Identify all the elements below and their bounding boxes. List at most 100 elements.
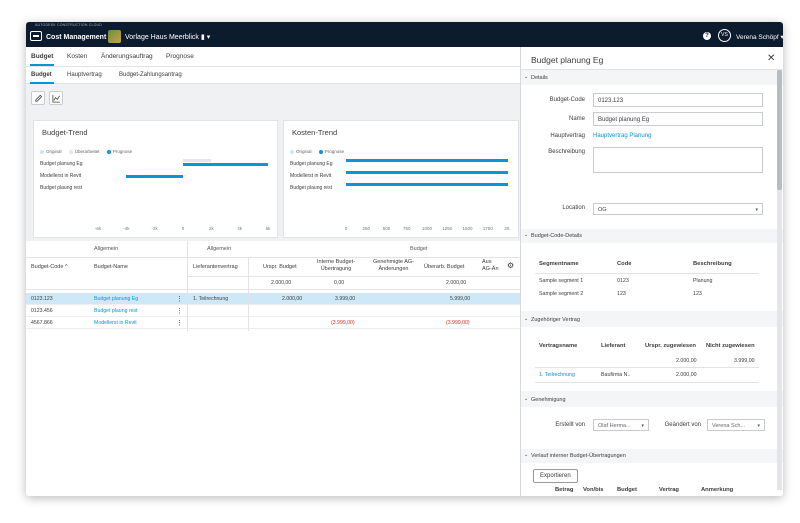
tab-kosten[interactable]: Kosten [67, 53, 88, 60]
app-name-dropdown[interactable]: Cost Management ▾ [46, 34, 112, 41]
x-tick-label: 20.. [504, 226, 512, 231]
column-header-aus-ag[interactable]: Aus AG-Än [482, 259, 499, 272]
subtab-budget[interactable]: Budget [31, 72, 52, 78]
name-input[interactable]: Budget planung Eg [593, 112, 763, 126]
brand-label: AUTODESK CONSTRUCTION CLOUD [35, 23, 102, 27]
chart-bar[interactable] [346, 183, 508, 186]
hauptvertrag-link[interactable]: Hauptvertrag Planung [593, 133, 652, 139]
legend-item: Prognose [106, 149, 132, 154]
geaendert-von-select[interactable]: Verena Sch... ▾ [707, 419, 765, 431]
close-icon[interactable]: ✕ [767, 53, 776, 64]
top-bar: AUTODESK CONSTRUCTION CLOUD Cost Managem… [26, 22, 783, 47]
bcd-cell: 123 [693, 291, 702, 297]
project-selector[interactable]: Vorlage Haus Meerblick ▮ ▾ [125, 33, 210, 41]
column-header-interne-uebertragung[interactable]: Interne Budget-Übertragung [317, 259, 355, 272]
category-label: Modellerst in Revit [40, 173, 82, 179]
scroll-thumb[interactable] [777, 70, 782, 190]
x-tick-label: 1750 [482, 226, 493, 231]
column-header-budget-name[interactable]: Budget-Name [94, 264, 128, 270]
section-genehmigung-toggle[interactable]: ⌄ Genehmigung [521, 393, 783, 407]
section-vertrag-toggle[interactable]: ⌄ Zugehöriger Vertrag [521, 313, 783, 327]
column-header-genehmigte-aenderungen[interactable]: Genehmigte AG-Änderungen [373, 259, 414, 272]
bcd-cell: Sample segment 1 [539, 278, 584, 284]
verlauf-header: Vertrag [659, 487, 679, 493]
table-row[interactable]: 0123.123 Budget planung Eg ⋮ 1. Teilrech… [26, 293, 520, 305]
chevron-down-icon: ⌄ [524, 396, 529, 402]
active-subtab-indicator [30, 82, 54, 84]
tab-budget[interactable]: Budget [31, 53, 54, 60]
row-menu-icon[interactable]: ⋮ [176, 296, 183, 303]
group-header: Allgemein [207, 246, 232, 252]
row-name-link[interactable]: Budget plaung rest [94, 308, 138, 314]
verlauf-section: Exportieren Betrag Von/bis Budget Vertra… [521, 463, 783, 496]
chevron-down-icon: ▾ [641, 423, 644, 429]
erstellt-value: Olaf Herma... [598, 423, 631, 429]
location-value: OG [598, 207, 607, 213]
divider [187, 276, 520, 277]
bcd-cell: 0123 [617, 278, 629, 284]
avatar[interactable]: VS [718, 29, 731, 42]
category-label: Budget planung Eg [40, 161, 83, 167]
app-switcher-icon[interactable] [30, 31, 42, 41]
group-header: Budget [410, 246, 428, 252]
row-name-link[interactable]: Budget planung Eg [94, 296, 139, 302]
bcd-cell: 123 [617, 291, 626, 297]
bcd-header: Beschreibung [693, 261, 732, 267]
row-code: 0123.123 [31, 296, 53, 302]
location-select[interactable]: OG ▾ [593, 203, 763, 215]
row-intern: 3.999,00 [335, 296, 356, 302]
row-menu-icon[interactable]: ⋮ [176, 320, 183, 327]
chevron-down-icon: ⌄ [524, 74, 529, 80]
panel-scrollbar[interactable] [777, 70, 782, 490]
help-icon[interactable]: ? [703, 32, 711, 40]
column-header-ueberarb-budget[interactable]: Überarb. Budget [424, 264, 465, 270]
section-bcd-toggle[interactable]: ⌄ Budget-Code-Details [521, 229, 783, 243]
x-tick-label: -6k [94, 226, 102, 231]
details-section: Budget-Code 0123.123 Name Budget planung… [521, 85, 783, 229]
gear-icon[interactable]: ⚙ [507, 261, 515, 270]
section-heading: Zugehöriger Vertrag [531, 317, 580, 323]
budget-code-input[interactable]: 0123.123 [593, 93, 763, 107]
row-ueberarb: 5.999,00 [450, 296, 471, 302]
vertrag-total: 2.000,00 [676, 358, 697, 364]
x-tick-label: 750 [402, 226, 411, 231]
table-row[interactable]: 0123.456 Budget plaung rest ⋮ [26, 305, 520, 317]
main-area: Budget Kosten Änderungsauftrag Prognose … [26, 47, 520, 496]
chart-bar[interactable] [183, 159, 212, 162]
divider [535, 367, 759, 368]
beschreibung-textarea[interactable] [593, 147, 763, 173]
category-label: Budget plaung rest [40, 185, 82, 191]
chart-bar[interactable] [126, 175, 183, 178]
row-name-link[interactable]: Modellerst in Revit [94, 320, 137, 326]
field-label: Budget-Code [549, 97, 585, 103]
chevron-down-icon: ▾ [755, 207, 758, 213]
chart-bar[interactable] [346, 159, 508, 162]
subtab-budget-zahlungsantrag[interactable]: Budget-Zahlungsantrag [119, 72, 182, 78]
chevron-down-icon: ▾ [757, 423, 760, 429]
chart-toggle-button[interactable] [49, 91, 63, 105]
section-details-toggle[interactable]: ⌄ Details [521, 71, 783, 85]
chevron-down-icon: ⌄ [524, 452, 529, 458]
export-button[interactable]: Exportieren [533, 469, 578, 483]
tab-prognose[interactable]: Prognose [166, 53, 194, 60]
chart-title: Budget-Trend [42, 128, 88, 137]
edit-button[interactable] [31, 91, 45, 105]
row-code: 0123.456 [31, 308, 53, 314]
tab-aenderungsauftrag[interactable]: Änderungsauftrag [101, 53, 153, 60]
genehmigung-section: Erstellt von Olaf Herma... ▾ Geändert von… [521, 407, 783, 449]
verlauf-header: Anmerkung [701, 487, 734, 493]
column-header-urspr-budget[interactable]: Urspr. Budget [263, 264, 297, 270]
table-row[interactable]: 4567.866 Modellerst in Revit ⋮ (3.999,00… [26, 317, 520, 329]
x-tick-label: 0 [344, 226, 348, 231]
vertrag-link[interactable]: 1. Teilrechnung [539, 372, 575, 378]
column-header-budget-code[interactable]: Budget-Code ^ [31, 264, 68, 270]
x-tick-label: 500 [382, 226, 391, 231]
chart-bar[interactable] [183, 163, 268, 166]
row-menu-icon[interactable]: ⋮ [176, 308, 183, 315]
user-menu[interactable]: Verena Schöpf ▾ [736, 34, 783, 41]
chart-bar[interactable] [346, 171, 508, 174]
erstellt-von-select[interactable]: Olaf Herma... ▾ [593, 419, 649, 431]
subtab-hauptvertrag[interactable]: Hauptvertrag [67, 72, 102, 78]
column-header-lieferantenvertrag[interactable]: Lieferantenvertrag [193, 264, 238, 270]
section-verlauf-toggle[interactable]: ⌄ Verlauf interner Budget-Übertragungen [521, 449, 783, 463]
